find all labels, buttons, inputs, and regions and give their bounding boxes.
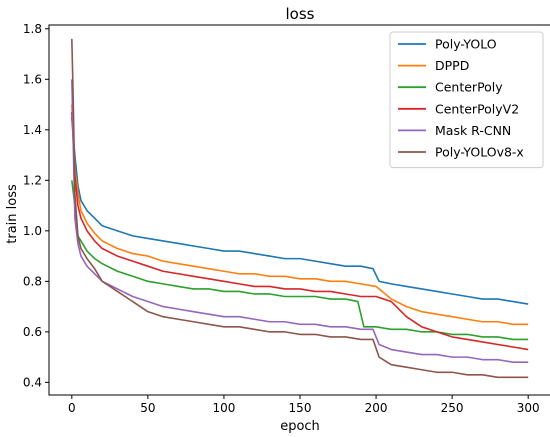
x-tick-label: 50 (140, 401, 155, 415)
x-axis-ticks: 0 50 100 150 200 250 300 (68, 395, 540, 415)
series-line-5 (71, 38, 529, 379)
y-tick-label: 1.0 (23, 224, 42, 238)
y-tick-label: 0.8 (23, 274, 42, 288)
x-tick-label: 200 (365, 401, 388, 415)
series-line-0 (71, 117, 529, 305)
x-tick-label: 0 (68, 401, 76, 415)
y-tick-label: 1.4 (23, 123, 42, 137)
y-tick-label: 1.8 (23, 22, 42, 36)
x-tick-label: 250 (441, 401, 464, 415)
legend-label: CenterPolyV2 (435, 101, 519, 116)
x-tick-label: 300 (517, 401, 540, 415)
legend-label: CenterPoly (435, 80, 503, 95)
y-axis-title: train loss (5, 184, 20, 244)
x-tick-label: 100 (212, 401, 235, 415)
legend-label: Mask R-CNN (435, 123, 511, 138)
legend-box (389, 31, 544, 169)
y-tick-label: 1.6 (23, 72, 42, 86)
x-axis-title: epoch (280, 419, 320, 434)
y-axis-ticks: 0.4 0.6 0.8 1.0 1.2 1.4 1.6 1.8 (23, 22, 49, 389)
y-tick-label: 1.2 (23, 173, 42, 187)
y-tick-label: 0.4 (23, 375, 42, 389)
chart-title: loss (286, 5, 315, 23)
y-tick-label: 0.6 (23, 325, 42, 339)
series-layer (71, 38, 529, 379)
legend-label: Poly-YOLO (435, 37, 497, 52)
series-line-2 (71, 180, 529, 341)
legend-label: DPPD (435, 58, 469, 73)
series-line-3 (71, 112, 529, 351)
x-tick-label: 150 (289, 401, 312, 415)
legend: Poly-YOLO DPPD CenterPoly CenterPolyV2 Mask … (389, 31, 544, 169)
legend-label: Poly-YOLOv8-x (435, 145, 524, 160)
series-line-1 (71, 104, 529, 326)
